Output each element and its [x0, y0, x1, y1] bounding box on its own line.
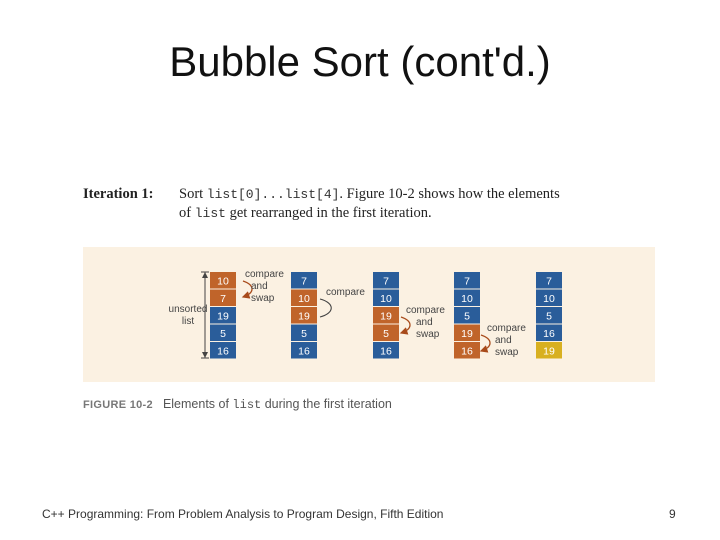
array-cell-value: 7 — [301, 276, 307, 288]
swap1-label-2: and — [251, 281, 268, 292]
array-cell — [373, 307, 399, 324]
array-cell-value: 5 — [301, 328, 307, 340]
array-cell — [536, 307, 562, 324]
unsorted-label-1: unsorted — [169, 304, 208, 315]
array-cell-value: 5 — [464, 311, 470, 323]
swap-arrow-1 — [241, 280, 253, 299]
array-cell — [454, 307, 480, 324]
array-cell-value: 7 — [546, 276, 552, 288]
swap-arrow-3 — [399, 316, 411, 335]
array-cell — [454, 342, 480, 359]
array-cell — [373, 342, 399, 359]
array-cell-value: 19 — [380, 311, 392, 323]
iteration-text-c: of — [179, 205, 195, 221]
figure-panel: 10 7 19 5 16 7 10 19 5 16 7 10 19 5 16 7 10 5 19 16 7 10 5 16 19… — [83, 247, 655, 382]
swap4-label-3: swap — [495, 347, 519, 358]
array-cell — [291, 272, 317, 289]
iteration-text-a: Sort — [179, 186, 207, 202]
page-number: 9 — [669, 507, 676, 521]
array-cell-value: 7 — [220, 293, 226, 305]
array-cell — [454, 272, 480, 289]
swap3-label-1: compare — [406, 305, 445, 316]
array-cell-value: 16 — [298, 346, 310, 358]
array-cell — [210, 289, 236, 306]
figure-caption-code: list — [232, 398, 262, 412]
swap1-label-1: compare — [245, 269, 284, 280]
array-cell — [291, 289, 317, 306]
array-cell-value: 10 — [217, 276, 229, 288]
array-cell — [373, 324, 399, 341]
array-cell — [536, 272, 562, 289]
array-cell — [536, 342, 562, 359]
iteration-text-d: get rearranged in the first iteration. — [225, 205, 432, 221]
bubble-sort-figure: 10 7 19 5 16 7 10 19 5 16 7 10 19 5 16 7 10 5 19 16 7 10 5 16 19… — [169, 269, 562, 359]
array-cell — [454, 324, 480, 341]
unsorted-label-2: list — [182, 316, 194, 327]
compare2-label: compare — [326, 287, 365, 298]
array-cell-value: 5 — [383, 328, 389, 340]
array-cell-value: 7 — [383, 276, 389, 288]
array-cell-value: 7 — [464, 276, 470, 288]
array-cell-value: 10 — [380, 293, 392, 305]
array-cell — [210, 342, 236, 359]
bracket-arrow-up — [202, 272, 208, 278]
array-cell-value: 16 — [380, 346, 392, 358]
array-cell — [373, 272, 399, 289]
array-cell — [536, 324, 562, 341]
array-cell-value: 16 — [461, 346, 473, 358]
array-cell-value: 19 — [298, 311, 310, 323]
array-cell — [291, 307, 317, 324]
figure-caption-text-b: during the first iteration — [261, 397, 392, 411]
array-cell — [210, 307, 236, 324]
iteration-text-b: . Figure 10-2 shows how the elements — [339, 186, 560, 202]
array-cell — [210, 272, 236, 289]
slide-title: Bubble Sort (cont'd.) — [169, 38, 551, 85]
array-cell-value: 10 — [543, 293, 555, 305]
array-cell-value: 5 — [546, 311, 552, 323]
array-cell-value: 19 — [543, 346, 555, 358]
figure-caption-text-a: Elements of — [162, 397, 233, 411]
array-cell — [210, 324, 236, 341]
iteration-label: Iteration 1: — [83, 186, 154, 202]
array-cell — [291, 324, 317, 341]
swap4-label-2: and — [495, 335, 512, 346]
slide-footer: C++ Programming: From Problem Analysis t… — [42, 507, 444, 521]
figure-caption: FIGURE 10-2 Elements of list during the f… — [83, 397, 392, 412]
array-cell-value: 5 — [220, 328, 226, 340]
swap3-label-2: and — [416, 317, 433, 328]
swap1-label-3: swap — [251, 293, 275, 304]
array-cell-value: 19 — [217, 311, 229, 323]
array-cell-value: 10 — [298, 293, 310, 305]
swap3-label-3: swap — [416, 329, 440, 340]
swap4-label-1: compare — [487, 323, 526, 334]
compare-arrow-2 — [319, 298, 332, 318]
swap-arrow-4 — [479, 334, 491, 353]
array-cell — [454, 289, 480, 306]
iteration-description: Iteration 1: Sort list[0]...list[4]. Figu… — [83, 185, 643, 223]
array-cell-value: 10 — [461, 293, 473, 305]
iteration-code-b: list — [194, 206, 226, 221]
array-cell-value: 19 — [461, 328, 473, 340]
array-cell — [373, 289, 399, 306]
array-cell — [291, 342, 317, 359]
figure-caption-label: FIGURE 10-2 — [83, 399, 153, 411]
array-cell — [536, 289, 562, 306]
iteration-code-a: list[0]...list[4] — [206, 187, 340, 202]
array-cell-value: 16 — [543, 328, 555, 340]
array-cell-value: 16 — [217, 346, 229, 358]
bracket-arrow-down — [202, 352, 208, 358]
